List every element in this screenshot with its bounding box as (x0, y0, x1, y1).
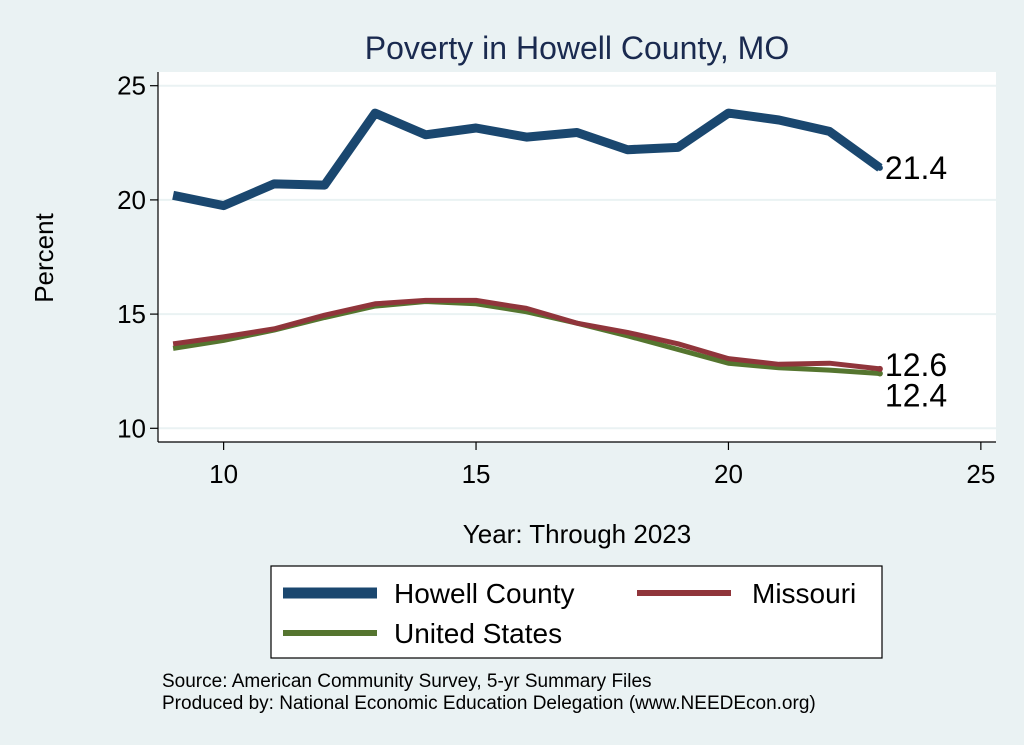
y-axis-title: Percent (29, 212, 59, 302)
x-tick-label: 25 (966, 459, 995, 489)
end-label-united-states: 12.4 (885, 377, 947, 413)
end-labels: 21.4 12.612.4 (885, 150, 947, 414)
legend-label-howell-county: Howell County (394, 578, 575, 609)
plot-area (158, 72, 996, 442)
end-point-united-states (876, 370, 883, 377)
legend-label-missouri: Missouri (752, 578, 856, 609)
end-point-howell-county (876, 164, 883, 171)
x-axis-title: Year: Through 2023 (463, 519, 691, 549)
x-tick-label: 10 (209, 459, 238, 489)
source-note: Source: American Community Survey, 5-yr … (162, 671, 652, 692)
y-tick-label: 15 (117, 299, 146, 329)
end-label-missouri: 12.6 (885, 347, 947, 383)
x-tick-label: 20 (714, 459, 743, 489)
legend-label-united-states: United States (394, 618, 562, 649)
series-line-howell-county (172, 108, 883, 211)
series-lines (172, 108, 883, 377)
x-tick-label: 15 (462, 459, 491, 489)
series-line-missouri (172, 297, 881, 372)
ticks: 10 15 20 25 10 15 20 25 (117, 71, 995, 489)
y-tick-label: 10 (117, 413, 146, 443)
legend: Howell County Missouri United States (270, 565, 883, 659)
end-point-missouri (876, 365, 883, 372)
legend-box (270, 565, 883, 659)
y-tick-label: 25 (117, 71, 146, 101)
grid (158, 84, 996, 430)
end-label-howell-county: 21.4 (885, 150, 947, 186)
chart-title: Poverty in Howell County, MO (365, 30, 789, 66)
produced-by-note: Produced by: National Economic Education… (162, 693, 816, 714)
y-tick-label: 20 (117, 185, 146, 215)
